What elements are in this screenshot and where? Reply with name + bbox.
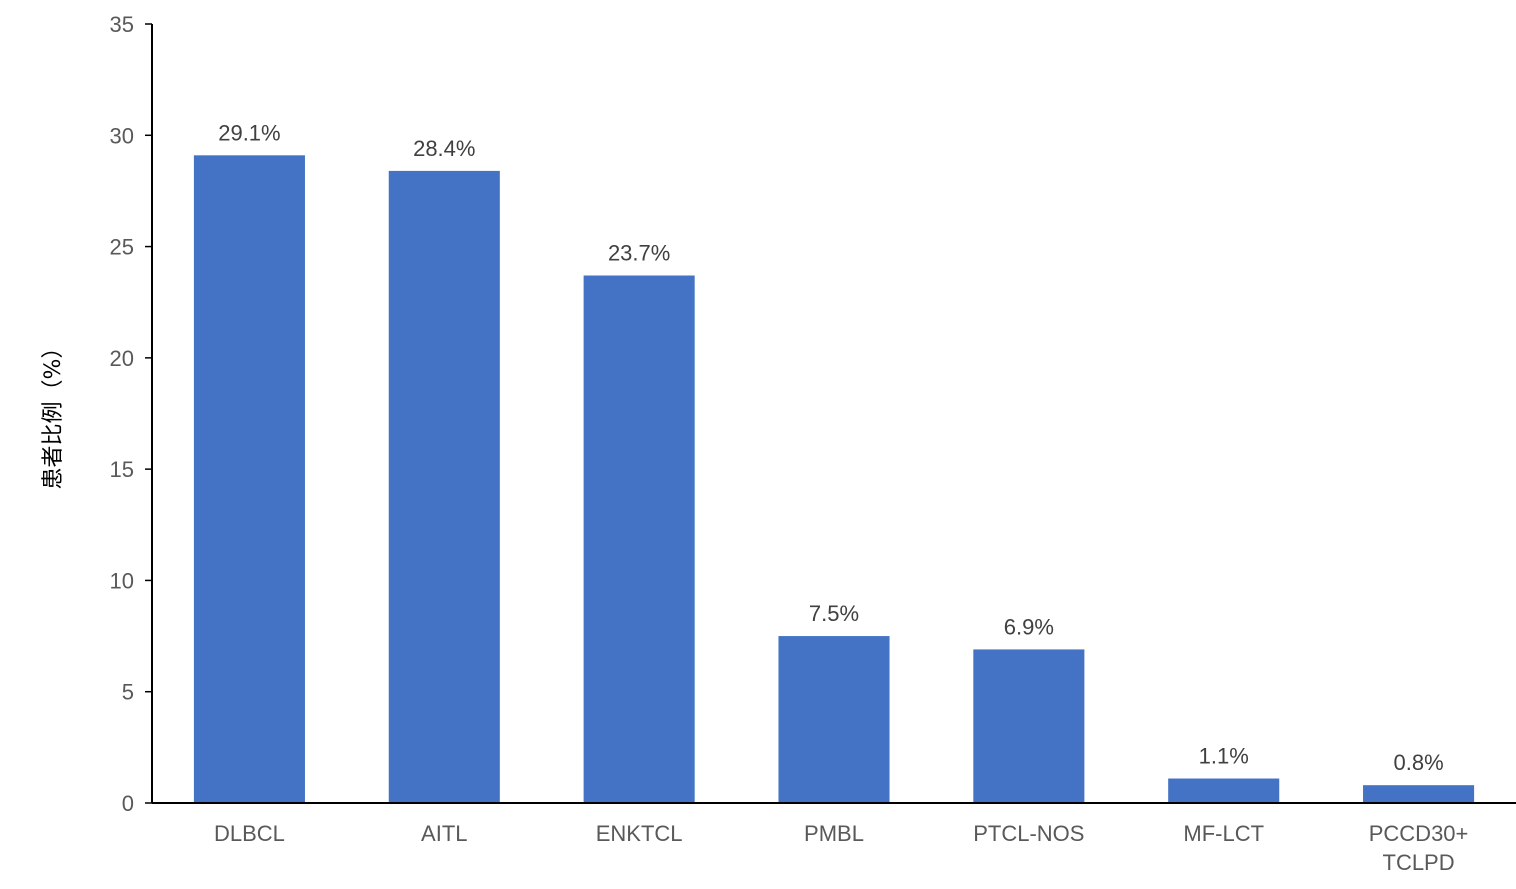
bar — [778, 636, 890, 803]
data-label: 29.1% — [218, 120, 280, 145]
bar — [388, 170, 500, 803]
x-axis-labels: DLBCL AITL ENKTCL PMBL PTCL-NOS MF-LCT PCCD30+… — [214, 821, 1468, 875]
y-tick-label: 20 — [110, 346, 134, 371]
x-category-label: PTCL-NOS — [973, 821, 1084, 846]
data-labels: 29.1% 28.4% 23.7% 7.5% 6.9% 1.1% 0.8% — [218, 120, 1443, 775]
y-tick-label: 0 — [122, 791, 134, 816]
bars — [193, 155, 1475, 803]
y-tick-label: 5 — [122, 680, 134, 705]
y-tick-label: 30 — [110, 123, 134, 148]
data-label: 28.4% — [413, 136, 475, 161]
bar — [1363, 785, 1475, 803]
y-tick-label: 35 — [110, 12, 134, 37]
y-tick-label: 10 — [110, 568, 134, 593]
bar — [973, 649, 1085, 803]
bar — [583, 275, 695, 803]
x-category-label: PMBL — [804, 821, 864, 846]
y-tick-label: 25 — [110, 235, 134, 260]
x-category-label: DLBCL — [214, 821, 285, 846]
x-category-label: MF-LCT — [1183, 821, 1264, 846]
bar — [193, 155, 305, 803]
data-label: 1.1% — [1199, 744, 1249, 769]
data-label: 23.7% — [608, 241, 670, 266]
y-tick-label: 15 — [110, 457, 134, 482]
x-category-label: TCLPD — [1383, 850, 1455, 875]
bar — [1168, 778, 1280, 803]
x-category-label: PCCD30+ — [1369, 821, 1469, 846]
y-axis-title: 患者比例（%） — [41, 337, 66, 490]
x-category-label: ENKTCL — [596, 821, 683, 846]
x-category-label: AITL — [421, 821, 467, 846]
data-label: 0.8% — [1393, 750, 1443, 775]
data-label: 6.9% — [1004, 614, 1054, 639]
data-label: 7.5% — [809, 601, 859, 626]
y-axis-ticks: 0 5 10 15 20 25 30 35 — [110, 12, 152, 816]
